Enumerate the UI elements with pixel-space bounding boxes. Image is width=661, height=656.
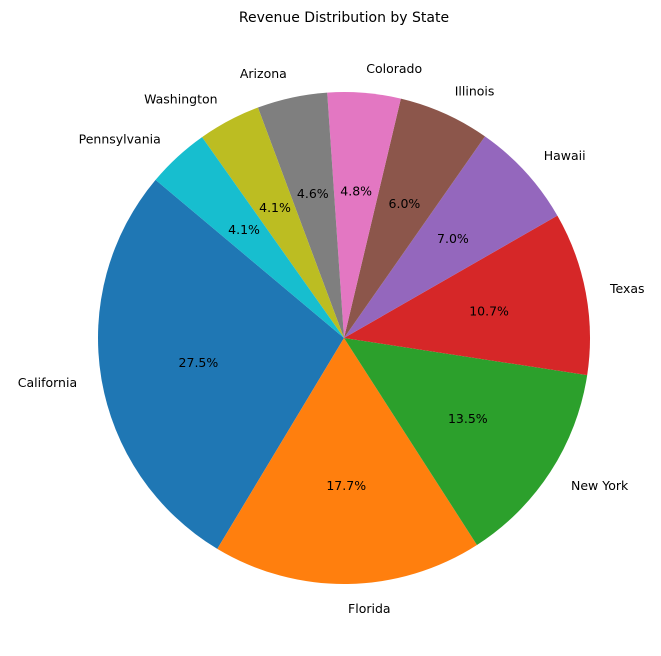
chart-title: Revenue Distribution by State: [239, 10, 449, 26]
slice-hawaii: [344, 136, 558, 338]
pct-label-new-york: 13.5%: [448, 411, 488, 426]
slice-illinois: [344, 98, 485, 338]
pct-label-california: 27.5%: [179, 355, 219, 370]
slice-label-california: California: [18, 375, 77, 390]
slice-label-washington: Washington: [144, 91, 217, 106]
pie-slices: [97, 92, 590, 585]
slice-new-york: [344, 338, 588, 545]
slice-washington: [202, 107, 344, 338]
slice-label-new-york: New York: [571, 478, 629, 493]
slice-california: [97, 179, 345, 549]
slice-colorado: [327, 92, 401, 338]
pct-label-florida: 17.7%: [326, 478, 366, 493]
pct-label-washington: 4.1%: [259, 200, 291, 215]
slice-florida: [217, 338, 477, 585]
pct-label-arizona: 4.6%: [297, 186, 329, 201]
slice-label-florida: Florida: [348, 601, 391, 616]
slice-label-pennsylvania: Pennsylvania: [79, 131, 161, 146]
slice-label-arizona: Arizona: [240, 66, 287, 81]
pct-label-colorado: 4.8%: [340, 183, 372, 198]
slice-labels: California Florida New York Texas Hawaii Illi…: [18, 61, 645, 616]
percentage-labels: 27.5% 17.7% 13.5% 10.7% 7.0% 6.0% 4.8% 4.6% 4.1%…: [179, 183, 510, 493]
slice-label-colorado: Colorado: [366, 61, 422, 76]
slice-arizona: [257, 92, 344, 338]
slice-label-hawaii: Hawaii: [544, 148, 586, 163]
pct-label-texas: 10.7%: [469, 303, 509, 318]
pct-label-hawaii: 7.0%: [437, 231, 469, 246]
slice-pennsylvania: [155, 137, 344, 338]
slice-label-texas: Texas: [609, 281, 645, 296]
pct-label-pennsylvania: 4.1%: [228, 222, 260, 237]
slice-texas: [344, 215, 590, 376]
slice-label-illinois: Illinois: [455, 84, 495, 99]
pct-label-illinois: 6.0%: [389, 196, 421, 211]
